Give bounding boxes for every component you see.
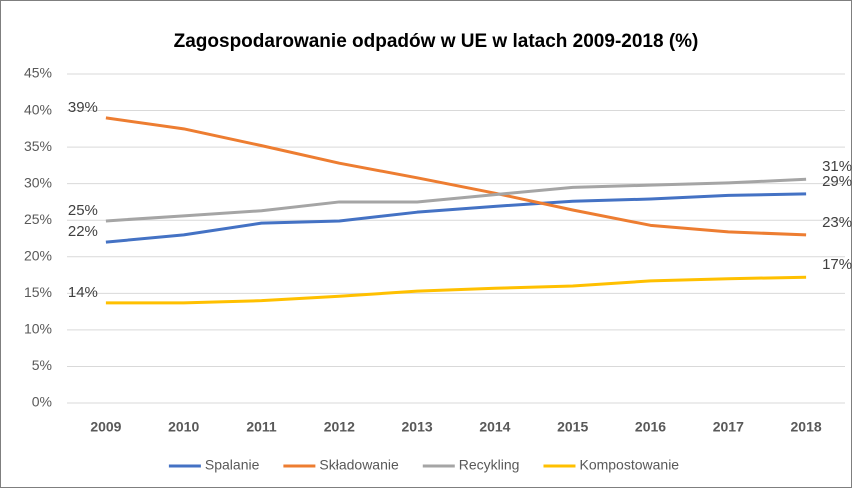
y-tick-label: 10% [24,321,52,337]
series-line [105,177,807,223]
legend-label: Kompostowanie [579,457,679,473]
data-label: 25% [68,202,98,219]
y-tick-label: 45% [24,65,52,81]
chart-title: Zagospodarowanie odpadów w UE w latach 2… [174,31,699,52]
x-tick-label: 2011 [246,419,277,435]
data-label: 31% [822,158,852,175]
x-tick-label: 2013 [402,419,433,435]
data-label: 39% [68,99,98,116]
data-label: 17% [822,256,852,273]
y-tick-label: 25% [24,211,52,227]
data-label: 14% [68,284,98,301]
y-tick-label: 20% [24,247,52,263]
x-tick-label: 2010 [168,419,199,435]
series-line [105,192,807,244]
y-tick-label: 5% [32,357,52,373]
x-tick-label: 2018 [791,419,822,435]
x-tick-label: 2014 [479,419,510,435]
series-line [105,275,807,305]
y-tick-label: 30% [24,174,52,190]
y-tick-label: 35% [24,138,52,154]
y-tick-label: 0% [32,394,52,410]
legend-label: Recykling [459,457,520,473]
legend-label: Składowanie [319,457,399,473]
x-tick-label: 2016 [635,419,666,435]
series-line [105,116,807,237]
x-tick-label: 2017 [713,419,744,435]
data-label: 22% [68,223,98,240]
legend-label: Spalanie [205,457,260,473]
y-tick-label: 40% [24,101,52,117]
y-tick-label: 15% [24,284,52,300]
data-label: 29% [822,173,852,190]
data-label: 23% [822,214,852,231]
x-tick-label: 2015 [557,419,588,435]
x-tick-label: 2009 [90,419,121,435]
x-tick-label: 2012 [324,419,355,435]
